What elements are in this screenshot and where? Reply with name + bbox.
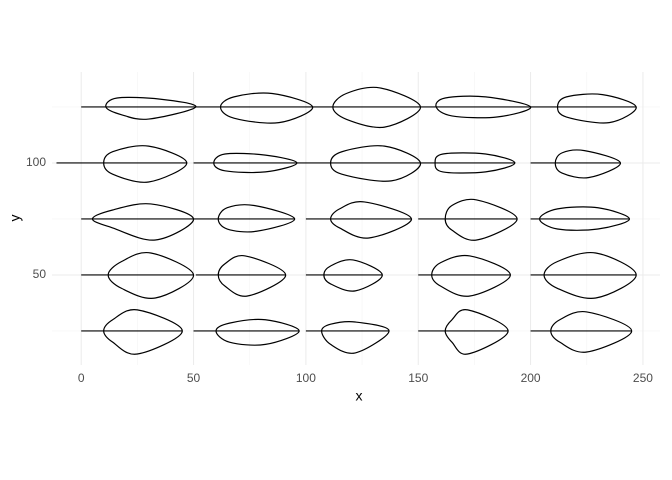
leaf-outline [91,203,195,241]
leaf-outline [215,318,300,346]
leaf-outline [217,254,287,297]
leaf-outline [431,254,511,297]
leaf-outline [103,145,188,183]
x-tick-label: 250 [633,371,653,385]
leaf-outline [330,201,413,239]
x-tick-label: 0 [78,371,85,385]
x-tick-label: 200 [521,371,541,385]
y-tick-label: 50 [33,267,47,281]
leaf-outline [219,92,314,124]
leaf-outline [554,149,622,179]
leaf-outline [550,310,633,353]
leaf-outline [444,309,509,355]
leaf-outline [103,309,183,355]
leaf-outline [434,152,516,174]
x-tick-label: 150 [408,371,428,385]
leaf-outline [321,321,390,354]
y-tick-label: 100 [26,155,46,169]
leaf-outline [444,198,518,241]
x-tick-label: 100 [296,371,316,385]
y-axis-label: y [7,215,23,222]
leaf-outline [538,206,631,231]
x-tick-label: 50 [187,371,201,385]
leaf-outline [556,93,637,124]
leaf-outline [217,204,296,233]
x-axis-label: x [356,388,363,404]
leaf-outline [105,96,197,120]
